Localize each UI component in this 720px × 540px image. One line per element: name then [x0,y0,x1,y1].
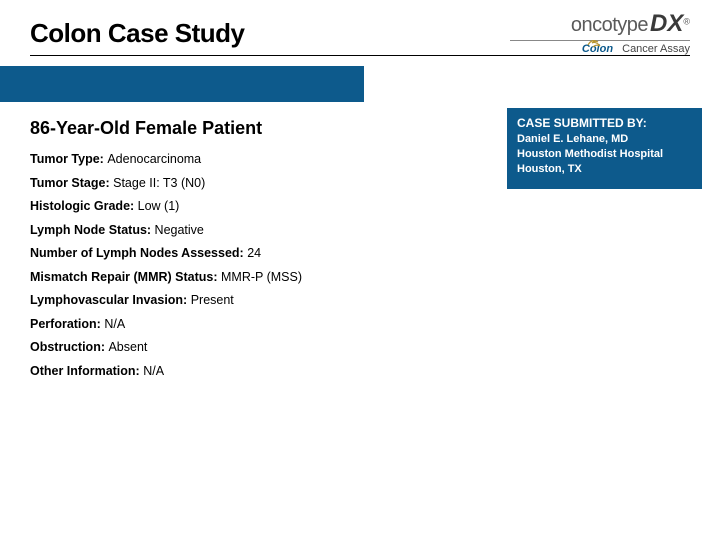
field-list: Tumor Type: Adenocarcinoma Tumor Stage: … [30,153,470,377]
field-label: Obstruction: [30,340,108,354]
logo-line1: oncotypeDX® [480,10,690,38]
field-row: Number of Lymph Nodes Assessed: 24 [30,247,470,260]
field-label: Other Information: [30,364,143,378]
field-value: Negative [155,223,204,237]
blue-accent-bar [0,66,364,102]
logo-main-text: oncotype [571,14,648,37]
title-underline [30,55,690,56]
field-value: N/A [143,364,164,378]
field-value: Low (1) [138,199,180,213]
field-row: Perforation: N/A [30,318,470,331]
logo-subtitle: Colon Cancer Assay [480,43,690,55]
submitted-by-box: CASE SUBMITTED BY: Daniel E. Lehane, MD … [507,108,702,189]
logo-sub-rest: Cancer Assay [622,43,690,55]
field-label: Mismatch Repair (MMR) Status: [30,270,221,284]
field-label: Histologic Grade: [30,199,138,213]
slide: Colon Case Study oncotypeDX® Colon Cance… [0,0,720,540]
field-label: Tumor Type: [30,152,107,166]
field-row: Other Information: N/A [30,365,470,378]
field-value: Present [191,293,234,307]
field-row: Lymphovascular Invasion: Present [30,294,470,307]
field-value: 24 [247,246,261,260]
submitted-line: Houston, TX [517,162,692,177]
submitted-line: Houston Methodist Hospital [517,147,692,162]
field-label: Tumor Stage: [30,176,113,190]
swirl-icon [586,38,602,52]
field-row: Mismatch Repair (MMR) Status: MMR-P (MSS… [30,271,470,284]
field-row: Obstruction: Absent [30,341,470,354]
logo-registered-icon: ® [683,17,690,27]
field-value: MMR-P (MSS) [221,270,302,284]
content-region: 86-Year-Old Female Patient Tumor Type: A… [30,118,470,388]
field-row: Lymph Node Status: Negative [30,224,470,237]
field-label: Number of Lymph Nodes Assessed: [30,246,247,260]
field-value: N/A [104,317,125,331]
submitted-heading: CASE SUBMITTED BY: [517,116,692,130]
field-value: Adenocarcinoma [107,152,201,166]
field-row: Histologic Grade: Low (1) [30,200,470,213]
field-value: Absent [108,340,147,354]
patient-heading: 86-Year-Old Female Patient [30,118,470,139]
submitted-line: Daniel E. Lehane, MD [517,132,692,147]
field-label: Lymph Node Status: [30,223,155,237]
field-label: Perforation: [30,317,104,331]
field-value: Stage II: T3 (N0) [113,176,205,190]
logo-dx-text: DX [650,10,683,37]
field-row: Tumor Stage: Stage II: T3 (N0) [30,177,470,190]
brand-logo: oncotypeDX® Colon Cancer Assay [480,10,690,55]
field-label: Lymphovascular Invasion: [30,293,191,307]
field-row: Tumor Type: Adenocarcinoma [30,153,470,166]
